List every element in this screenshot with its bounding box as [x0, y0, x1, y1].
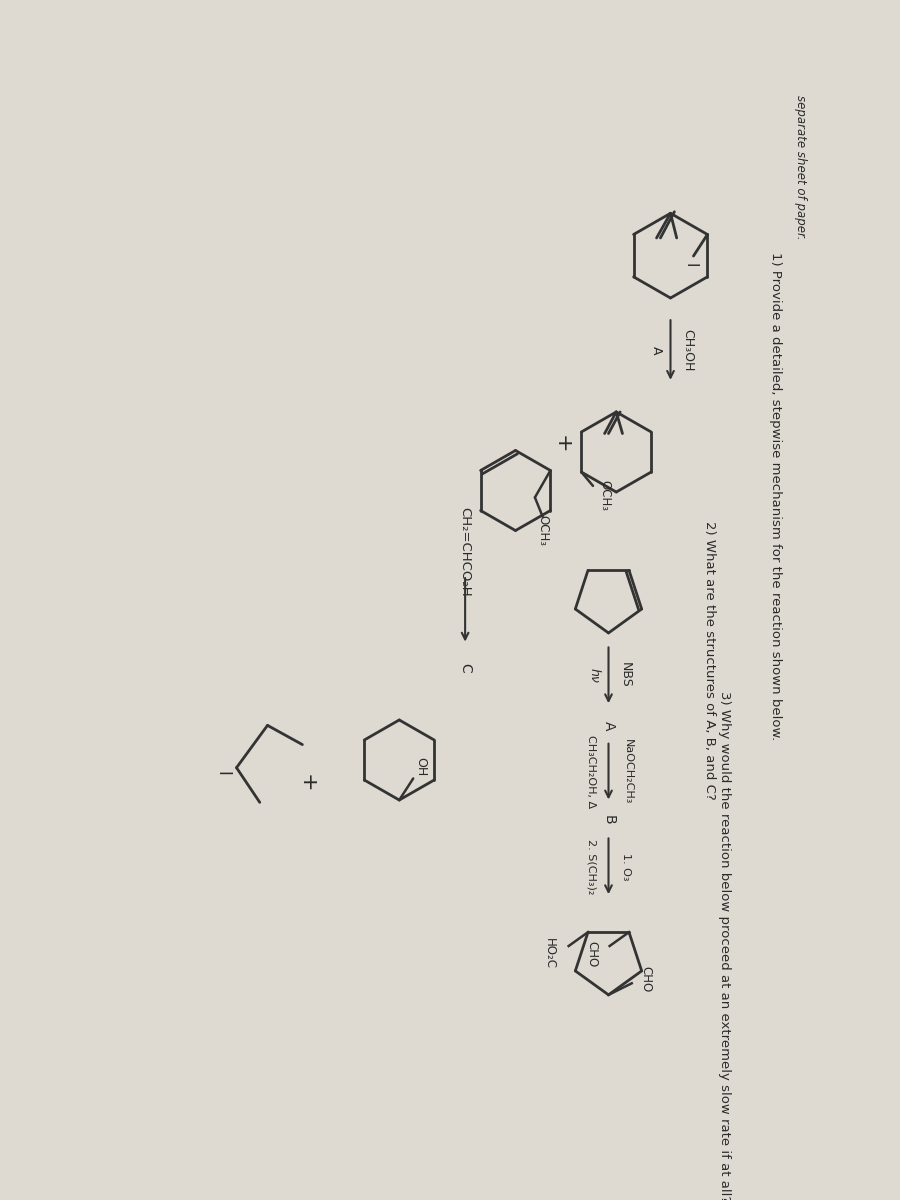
Text: C: C — [458, 662, 473, 672]
Text: 1) Provide a detailed, stepwise mechanism for the reaction shown below.: 1) Provide a detailed, stepwise mechanis… — [769, 252, 781, 740]
Text: HO₂C: HO₂C — [543, 938, 556, 970]
Text: 1. O₃: 1. O₃ — [621, 852, 631, 880]
Text: I: I — [213, 772, 231, 776]
Text: A: A — [650, 346, 663, 355]
Text: CH₃CH₂OH, Δ: CH₃CH₂OH, Δ — [587, 734, 597, 808]
Text: OH: OH — [414, 756, 427, 775]
Text: OCH₃: OCH₃ — [598, 480, 611, 511]
Text: +: + — [296, 774, 316, 792]
Text: 3) Why would the reaction below proceed at an extremely slow rate if at all?: 3) Why would the reaction below proceed … — [718, 691, 731, 1200]
Text: NaOCH₂CH₃: NaOCH₂CH₃ — [623, 739, 633, 804]
Text: 2) What are the structures of A, B, and C?: 2) What are the structures of A, B, and … — [703, 521, 716, 800]
Text: CHO: CHO — [639, 966, 652, 992]
Text: hν: hν — [588, 668, 601, 683]
Text: CHO: CHO — [585, 941, 598, 967]
Text: +: + — [552, 434, 572, 454]
Text: 2. S(CH₃)₂: 2. S(CH₃)₂ — [587, 839, 597, 894]
Text: separate sheet of paper.: separate sheet of paper. — [795, 95, 807, 239]
Text: I: I — [683, 263, 698, 268]
Text: CH₃OH: CH₃OH — [681, 329, 694, 372]
Text: OCH₃: OCH₃ — [536, 515, 549, 546]
Text: NBS: NBS — [619, 662, 632, 688]
Text: CH₂=CHCO₂H: CH₂=CHCO₂H — [459, 508, 472, 596]
Text: B: B — [601, 815, 616, 824]
Text: A: A — [601, 720, 616, 730]
